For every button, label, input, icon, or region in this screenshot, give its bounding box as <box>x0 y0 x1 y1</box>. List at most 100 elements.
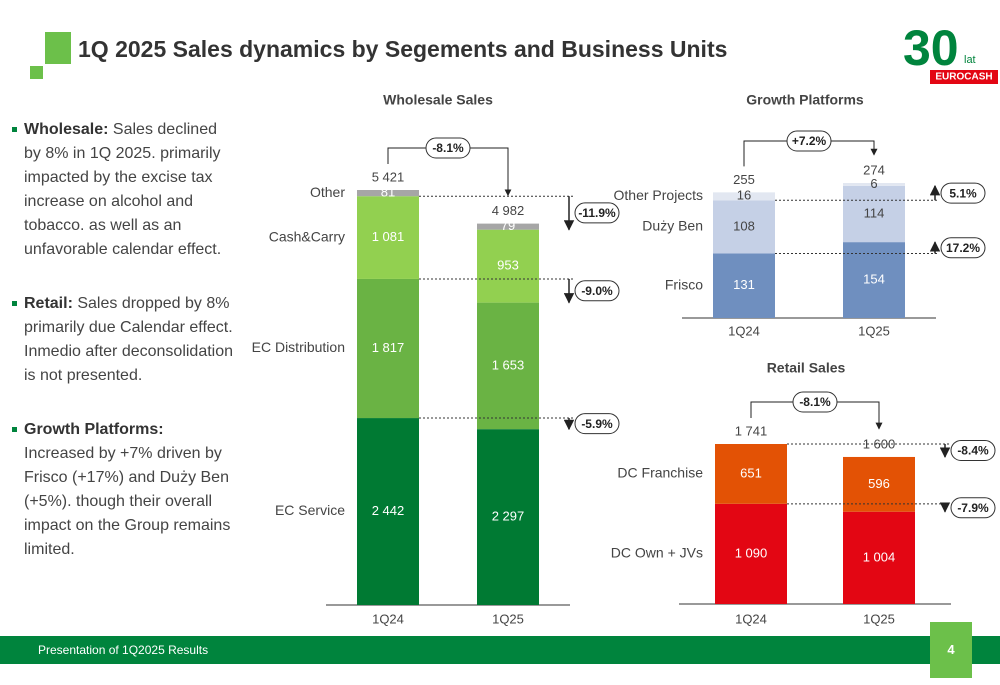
change-label: 5.1% <box>949 186 977 200</box>
series-label: DC Franchise <box>617 465 703 481</box>
value-label: 651 <box>740 465 762 480</box>
change-label: 17.2% <box>946 241 980 255</box>
series-label: EC Distribution <box>252 339 345 355</box>
bullet: Wholesale: Sales declined by 8% in 1Q 20… <box>12 118 234 262</box>
value-label: 1 090 <box>735 545 768 560</box>
footer-text: Presentation of 1Q2025 Results <box>38 643 209 657</box>
change-badge <box>950 439 996 461</box>
series-label: DC Own + JVs <box>611 545 703 561</box>
value-label: 16 <box>737 188 751 203</box>
bar-segment <box>477 229 539 303</box>
bar-segment <box>843 185 905 243</box>
bar-segment <box>713 253 775 318</box>
chart-title: Wholesale Sales <box>383 92 493 108</box>
series-label: Duży Ben <box>642 218 703 234</box>
value-label: 1 081 <box>372 229 405 244</box>
series-label: Other <box>310 184 345 200</box>
bullets: Wholesale: Sales declined by 8% in 1Q 20… <box>12 118 234 592</box>
total-label: 1 741 <box>735 423 768 438</box>
change-badge <box>950 497 996 519</box>
series-label: Other Projects <box>614 187 703 203</box>
change-label: -7.9% <box>957 501 989 515</box>
bar-segment <box>357 196 419 279</box>
value-label: 81 <box>381 185 395 200</box>
bullet: Growth Platforms: Increased by +7% drive… <box>12 418 234 562</box>
value-label: 953 <box>497 258 519 273</box>
value-label: 131 <box>733 277 755 292</box>
value-label: 2 442 <box>372 503 405 518</box>
logo-number: 30 <box>903 20 959 76</box>
change-label: -8.4% <box>957 444 989 458</box>
bar-segment <box>715 444 787 504</box>
change-badge <box>940 237 986 259</box>
series-label: Cash&Carry <box>269 228 345 244</box>
change-label: -5.9% <box>581 417 613 431</box>
bullet-label: Retail: <box>24 295 73 312</box>
value-label: 114 <box>864 205 885 220</box>
logo-square <box>30 66 43 79</box>
bar-segment <box>843 183 905 186</box>
total-label: 274 <box>863 162 885 177</box>
logo-band <box>930 70 998 84</box>
chart-title: Growth Platforms <box>746 92 864 108</box>
value-label: 2 297 <box>492 509 525 524</box>
bar-segment <box>477 429 539 605</box>
change-label: +7.2% <box>792 134 827 148</box>
bar-segment <box>713 200 775 254</box>
change-badge <box>940 182 986 204</box>
change-badge <box>574 413 620 435</box>
value-label: 6 <box>870 176 877 191</box>
bar-segment <box>357 418 419 605</box>
page-number: 4 <box>930 622 972 678</box>
change-badge <box>786 130 832 152</box>
chart-title: Retail Sales <box>767 360 846 376</box>
bar-segment <box>715 503 787 604</box>
bar-segment <box>477 302 539 430</box>
bullet: Retail: Sales dropped by 8% primarily du… <box>12 292 234 388</box>
change-label: -11.9% <box>578 206 616 220</box>
bar-segment <box>357 190 419 197</box>
value-label: 79 <box>501 218 515 233</box>
total-label: 4 982 <box>492 203 525 218</box>
bullet-text: Sales dropped by 8% primarily due Calend… <box>24 295 234 384</box>
bullet-text: Increased by +7% driven by Frisco (+17%)… <box>24 445 231 558</box>
bar-segment <box>843 511 915 604</box>
change-badge <box>792 391 838 413</box>
bullet-label: Wholesale: <box>24 121 109 138</box>
bar-segment <box>357 278 419 419</box>
total-label: 5 421 <box>372 169 405 184</box>
value-label: 154 <box>863 271 885 286</box>
logo-square <box>45 32 71 64</box>
bullet-text: Sales declined by 8% in 1Q 2025. primari… <box>24 121 222 258</box>
category-label: 1Q24 <box>735 611 767 626</box>
value-label: 1 653 <box>492 357 525 372</box>
value-label: 1 817 <box>372 340 405 355</box>
value-label: 1 004 <box>863 549 896 564</box>
change-label: -8.1% <box>799 395 831 409</box>
logo-brand: EUROCASH <box>935 72 992 83</box>
category-label: 1Q25 <box>858 323 890 338</box>
change-badge <box>574 280 620 302</box>
slide-title: 1Q 2025 Sales dynamics by Segements and … <box>78 36 728 62</box>
category-label: 1Q24 <box>372 611 404 626</box>
change-label: -9.0% <box>581 284 613 298</box>
bar-segment <box>477 223 539 230</box>
bar-segment <box>843 242 905 318</box>
category-label: 1Q25 <box>863 611 895 626</box>
series-label: EC Service <box>275 502 345 518</box>
bar-segment <box>843 456 915 512</box>
logo-suffix: lat <box>964 54 976 66</box>
total-label: 255 <box>733 172 755 187</box>
change-badge <box>425 137 471 159</box>
bar-segment <box>713 192 775 201</box>
bullet-label: Growth Platforms: <box>24 421 164 438</box>
series-label: Frisco <box>665 276 703 292</box>
category-label: 1Q24 <box>728 323 760 338</box>
value-label: 108 <box>733 218 755 233</box>
value-label: 596 <box>868 476 890 491</box>
change-label: -8.1% <box>432 141 464 155</box>
footer: Presentation of 1Q2025 Results <box>0 636 1000 664</box>
change-badge <box>574 202 620 224</box>
